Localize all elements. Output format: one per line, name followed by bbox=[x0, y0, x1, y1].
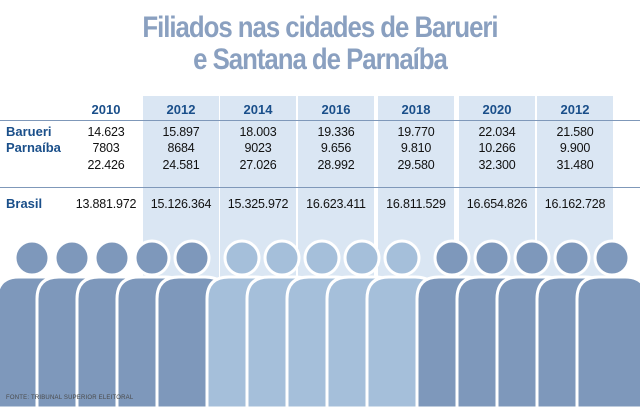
source-note: FONTE: TRIBUNAL SUPERIOR ELEITORAL bbox=[6, 395, 134, 401]
row-label-3: Brasil bbox=[6, 196, 43, 211]
column-header-2: 2014 bbox=[243, 102, 273, 117]
table-cell-r1-c3: 9.656 bbox=[320, 141, 352, 155]
column-header-4: 2018 bbox=[401, 102, 431, 117]
table-cell-r0-c0: 14.623 bbox=[87, 125, 125, 139]
table-cell-r1-c4: 9.810 bbox=[400, 141, 432, 155]
table-cell-r1-c1: 8684 bbox=[167, 141, 195, 155]
table-cell-r1-c5: 10.266 bbox=[478, 141, 516, 155]
table-cell-r3-c4: 16.811.529 bbox=[386, 197, 446, 211]
table-cell-r3-c1: 15.126.364 bbox=[150, 197, 212, 211]
table-cell-r2-c5: 32.300 bbox=[478, 158, 516, 172]
column-header-6: 2012 bbox=[560, 102, 590, 117]
table-cell-r0-c3: 19.336 bbox=[317, 125, 355, 139]
chart-title-line-1: Filiados nas cidades de Barueri bbox=[142, 11, 498, 44]
table-cell-r1-c0: 7803 bbox=[92, 141, 120, 155]
table-cell-r0-c5: 22.034 bbox=[478, 125, 516, 139]
person-figure-icon bbox=[575, 239, 640, 408]
column-header-1: 2012 bbox=[166, 102, 196, 117]
table-cell-r2-c3: 28.992 bbox=[317, 158, 355, 172]
table-cell-r0-c2: 18.003 bbox=[239, 125, 277, 139]
table-cell-r3-c0: 13.881.972 bbox=[75, 197, 137, 211]
column-header-5: 2020 bbox=[482, 102, 512, 117]
table-cell-r1-c6: 9.900 bbox=[559, 141, 591, 155]
row-label-1: Parnaíba bbox=[6, 140, 61, 155]
header-divider bbox=[0, 120, 640, 121]
table-cell-r2-c6: 31.480 bbox=[556, 158, 594, 172]
table-cell-r2-c4: 29.580 bbox=[397, 158, 435, 172]
table-cell-r3-c5: 16.654.826 bbox=[466, 197, 528, 211]
table-cell-r1-c2: 9023 bbox=[244, 141, 272, 155]
table-cell-r0-c1: 15.897 bbox=[162, 125, 200, 139]
table-cell-r3-c2: 15.325.972 bbox=[227, 197, 289, 211]
column-header-3: 2016 bbox=[321, 102, 351, 117]
chart-title-line-2: e Santana de Parnaíba bbox=[193, 43, 448, 76]
table-cell-r2-c2: 27.026 bbox=[239, 158, 277, 172]
table-cell-r2-c0: 22.426 bbox=[87, 158, 125, 172]
column-header-0: 2010 bbox=[91, 102, 121, 117]
table-cell-r0-c4: 19.770 bbox=[397, 125, 435, 139]
table-cell-r3-c3: 16.623.411 bbox=[306, 197, 366, 211]
table-cell-r3-c6: 16.162.728 bbox=[544, 197, 606, 211]
table-cell-r0-c6: 21.580 bbox=[556, 125, 594, 139]
brasil-divider bbox=[0, 187, 640, 188]
table-cell-r2-c1: 24.581 bbox=[162, 158, 200, 172]
row-label-0: Barueri bbox=[6, 124, 52, 139]
